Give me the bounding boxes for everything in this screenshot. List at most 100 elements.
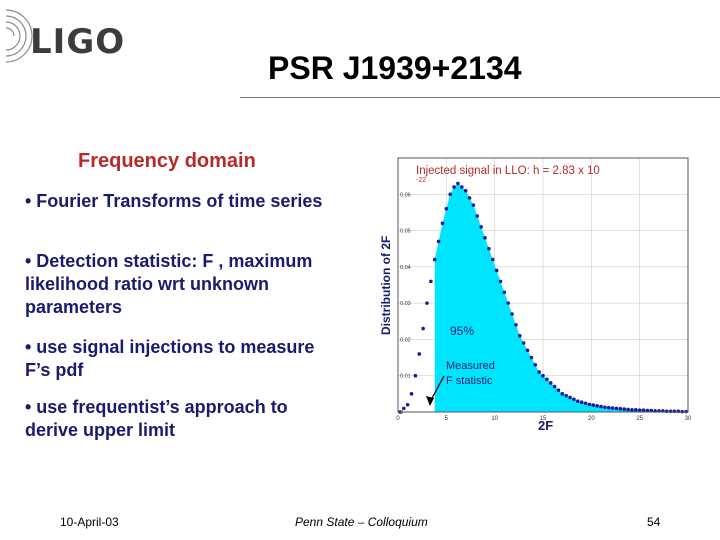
data-point [421,326,425,331]
data-point [514,323,518,327]
data-point [545,377,549,382]
data-point [637,408,642,412]
data-point [521,341,526,345]
data-point [529,355,534,360]
x-tick-label: 30 [685,416,692,422]
y-tick-label: 0.03 [400,301,411,307]
data-point [467,196,472,200]
data-point [645,408,650,413]
chart-title-exponent: -22 [416,177,426,184]
data-point [417,352,422,356]
data-point [641,408,646,412]
footer-venue: Penn State – Colloquium [295,515,428,529]
data-point [494,268,499,273]
x-tick-label: 20 [588,416,595,422]
data-point [429,279,433,284]
data-point [405,402,410,407]
y-tick-label: 0.02 [400,337,411,343]
data-point [603,405,607,410]
y-tick-label: 0 [400,410,403,416]
data-point [490,257,495,262]
data-point [463,188,468,193]
measured-arrow-head-icon [426,396,434,406]
x-axis-label: 2F [538,418,553,433]
data-point [448,192,452,197]
data-point [413,373,418,378]
shaded-tail-area [434,183,687,412]
y-tick-label: 0.01 [400,374,411,380]
x-tick-label: 25 [636,416,643,422]
data-point [487,246,491,251]
data-point [668,409,673,414]
data-point [583,401,588,406]
data-point [630,408,634,412]
data-point [610,406,615,410]
data-point [498,279,503,284]
data-point [672,409,677,414]
data-point [541,373,545,378]
footer-date: 10-April-03 [60,515,119,529]
data-point [622,407,626,411]
data-point [626,407,630,412]
x-tick-label: 10 [491,416,498,422]
data-point [579,400,584,405]
data-point [510,312,514,316]
data-point [614,406,619,411]
data-point [595,404,599,408]
data-point [591,403,596,407]
distribution-chart: 0 5 10 15 20 25 30 0 0.01 0.02 0.03 0.04 0.05 0.06 In… [379,157,692,433]
data-point [533,363,538,367]
data-point [436,239,441,244]
data-point [425,301,429,305]
bullet-signal-injections: • use signal injections to measure F’s p… [25,337,315,380]
data-point [506,301,510,305]
plot-frame [397,157,689,413]
data-point [402,406,406,411]
ligo-logo-text: LIGO [30,22,126,62]
data-point [440,221,445,226]
data-point [664,409,669,414]
section-subtitle: Frequency domain [78,150,256,172]
data-point [599,404,603,409]
data-point [560,392,565,396]
data-point [475,214,480,218]
ligo-logo-arcs-icon [5,9,33,63]
data-point [471,203,476,207]
data-point [676,409,681,414]
data-point [444,207,449,211]
y-tick-label: 0.04 [400,265,411,271]
x-tick-label: 5 [445,416,449,422]
data-point [432,257,437,262]
data-point [409,392,414,396]
data-point [518,334,522,338]
axis-ticks: 0 5 10 15 20 25 30 0 0.01 0.02 0.03 0.04 0.05 0.06 [396,192,692,422]
data-point [483,236,487,240]
data-point [502,290,507,295]
percent-annotation: 95% [450,324,474,338]
data-point [460,185,464,189]
data-point [568,395,572,400]
title-divider [240,97,720,98]
data-point [634,408,638,412]
measured-annotation-line1: Measured [446,360,495,372]
y-axis-label: Distribution of 2F [379,236,393,335]
bullet-frequentist: • use frequentist’s approach to derive u… [25,397,288,440]
data-point [452,185,456,189]
data-point [548,381,553,385]
data-point [618,406,623,411]
data-point [479,225,483,229]
bullet-detection-statistic: • Detection statistic: F , maximum likel… [25,251,313,317]
x-tick-label: 15 [540,416,547,422]
data-point [576,399,580,403]
x-tick-label: 0 [396,416,400,422]
footer-page-number: 54 [647,515,661,529]
data-point [456,181,460,186]
data-point [587,402,592,407]
y-tick-label: 0.05 [400,229,411,235]
data-point [572,397,576,402]
bullet-fourier: • Fourier Transforms of time series [25,191,323,211]
data-point [649,408,654,413]
data-point [606,405,611,410]
measured-annotation-line2: F statistic [446,375,493,387]
data-point [564,393,568,398]
